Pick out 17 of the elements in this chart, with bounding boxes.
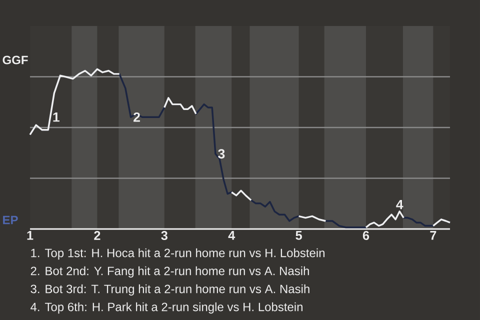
- x-tick-label: 6: [362, 231, 370, 240]
- text: 2. Bot 2nd: Y. Fang hit a 2-run home run vs A. Nasih: [30, 266, 309, 278]
- text: 3. Bot 3rd: T. Trung hit a 2-run home run vs A. Nasih: [30, 284, 310, 296]
- x-tick-label: 1: [27, 231, 34, 240]
- x-tick-label: 3: [161, 231, 168, 240]
- annotation: 2: [134, 112, 140, 122]
- annotation: 1: [53, 112, 60, 122]
- x-tick-label: 5: [296, 231, 302, 240]
- text: EP: [3, 216, 18, 224]
- text: GGF: [2, 56, 28, 64]
- x-tick-label: 2: [94, 231, 100, 240]
- x-tick-label: 7: [430, 231, 436, 240]
- annotation: 3: [218, 149, 225, 159]
- text: 1. Top 1st: H. Hoca hit a 2-run home run vs H. Lobstein: [31, 248, 324, 260]
- annotation: 4: [396, 200, 404, 210]
- text: 4. Top 6th: H. Park hit a 2-run single vs H. Lobstein: [30, 302, 302, 314]
- x-tick-label: 4: [228, 231, 236, 240]
